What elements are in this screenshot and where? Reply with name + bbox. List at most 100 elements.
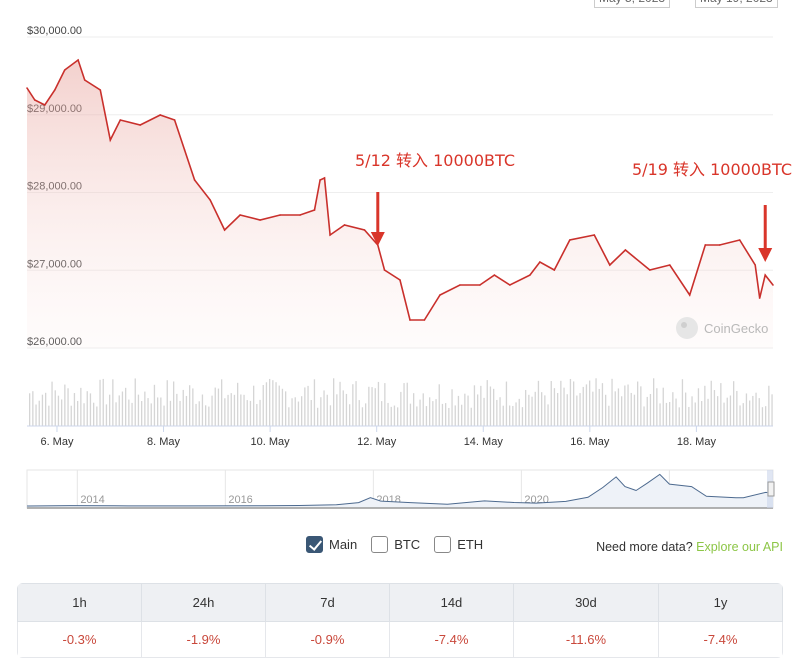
volume-bar	[377, 381, 380, 426]
volume-bar	[230, 393, 232, 426]
volume-bar	[35, 404, 37, 426]
volume-bar	[550, 381, 552, 426]
checkbox-icon[interactable]	[371, 536, 389, 553]
volume-bar	[464, 393, 466, 426]
price-point	[313, 209, 316, 211]
legend-btc-checkbox[interactable]: BTC	[371, 536, 420, 553]
date-to-input[interactable]: May 19, 2023	[695, 0, 778, 8]
volume-bar	[723, 402, 725, 426]
volume-bar	[496, 399, 498, 426]
volume-bar	[758, 398, 760, 426]
volume-bar	[214, 387, 216, 426]
volume-bar	[422, 393, 424, 426]
volume-bar	[205, 405, 207, 426]
checkbox-checked-icon[interactable]	[306, 536, 323, 553]
navigator-tick-label: 2016	[228, 494, 252, 506]
volume-bar	[336, 394, 338, 426]
legend-eth-checkbox[interactable]: ETH	[434, 536, 483, 553]
volume-bar	[739, 405, 741, 426]
volume-bar	[291, 398, 293, 426]
volume-bar	[688, 406, 690, 426]
volume-bar	[179, 400, 181, 426]
annotation-label: 5/19 转入 10000BTC	[632, 160, 792, 179]
volume-bar	[134, 378, 136, 426]
y-tick-label: $30,000.00	[27, 25, 82, 37]
volume-bar	[681, 379, 684, 426]
volume-bar	[438, 384, 440, 426]
price-point	[323, 177, 326, 179]
price-change-table: 1h 24h 7d 14d 30d 1y -0.3% -1.9% -0.9% -…	[17, 583, 783, 658]
table-row: -0.3% -1.9% -0.9% -7.4% -11.6% -7.4%	[17, 621, 783, 658]
header-1y: 1y	[657, 583, 783, 622]
volume-bar	[259, 399, 261, 426]
price-point	[376, 244, 379, 246]
price-point	[329, 234, 331, 236]
price-point	[299, 214, 301, 216]
volume-bar	[419, 399, 421, 426]
volume-bar	[656, 388, 658, 426]
volume-bar	[749, 400, 751, 426]
x-tick-label: 6. May	[40, 436, 74, 448]
volume-bar	[505, 381, 508, 426]
volume-bar	[393, 405, 396, 426]
explore-api-link[interactable]: Explore our API	[696, 540, 783, 554]
volume-bar	[137, 394, 140, 426]
volume-bar	[509, 405, 511, 426]
navigator-handle[interactable]	[767, 481, 775, 497]
price-point	[459, 284, 461, 286]
volume-bar	[701, 401, 703, 426]
volume-bar	[441, 403, 444, 426]
volume-bar	[262, 385, 264, 426]
volume-bar	[275, 382, 277, 426]
price-point	[609, 264, 611, 266]
x-tick-label: 8. May	[147, 436, 181, 448]
legend-main-checkbox[interactable]: Main	[306, 536, 357, 553]
volume-bar	[480, 385, 482, 426]
volume-bar	[358, 400, 360, 426]
volume-bar	[448, 407, 450, 426]
price-point	[139, 124, 142, 126]
navigator-tick-label: 2014	[80, 494, 104, 506]
volume-bar	[429, 397, 431, 426]
volume-bar	[614, 391, 616, 426]
volume-bar	[224, 398, 226, 426]
volume-bar	[365, 403, 367, 426]
price-point	[33, 99, 36, 101]
price-point	[159, 114, 162, 116]
volume-bar	[499, 397, 501, 426]
volume-bar	[278, 385, 280, 426]
change-1h: -0.3%	[17, 621, 142, 658]
volume-bar	[416, 406, 418, 426]
volume-bar	[768, 385, 770, 426]
volume-bar	[518, 398, 520, 426]
volume-bar	[333, 378, 335, 426]
volume-bar	[576, 395, 578, 426]
volume-bar	[672, 392, 674, 426]
price-point	[53, 89, 56, 91]
volume-bar	[192, 388, 194, 426]
volume-bar	[595, 378, 597, 426]
date-from-input[interactable]: May 5, 2023	[594, 0, 671, 8]
volume-bar	[521, 407, 524, 426]
price-point	[343, 224, 346, 226]
volume-bar	[157, 397, 159, 426]
volume-bar	[86, 391, 88, 426]
volume-bar	[707, 398, 709, 426]
volume-bar	[211, 395, 213, 426]
volume-bar	[461, 404, 463, 426]
checkbox-icon[interactable]	[434, 536, 452, 553]
volume-bar	[563, 387, 565, 426]
volume-bar	[217, 388, 220, 426]
volume-bar	[320, 397, 322, 426]
volume-bar	[675, 398, 677, 426]
volume-bar	[128, 399, 130, 426]
volume-bar	[285, 391, 287, 426]
volume-bar	[653, 378, 655, 426]
volume-bar	[592, 391, 594, 426]
volume-bar	[726, 397, 728, 426]
volume-bar	[246, 400, 248, 426]
price-point	[83, 79, 86, 81]
volume-bar	[605, 394, 607, 426]
api-promo: Need more data? Explore our API	[596, 540, 783, 554]
price-point	[479, 284, 481, 286]
